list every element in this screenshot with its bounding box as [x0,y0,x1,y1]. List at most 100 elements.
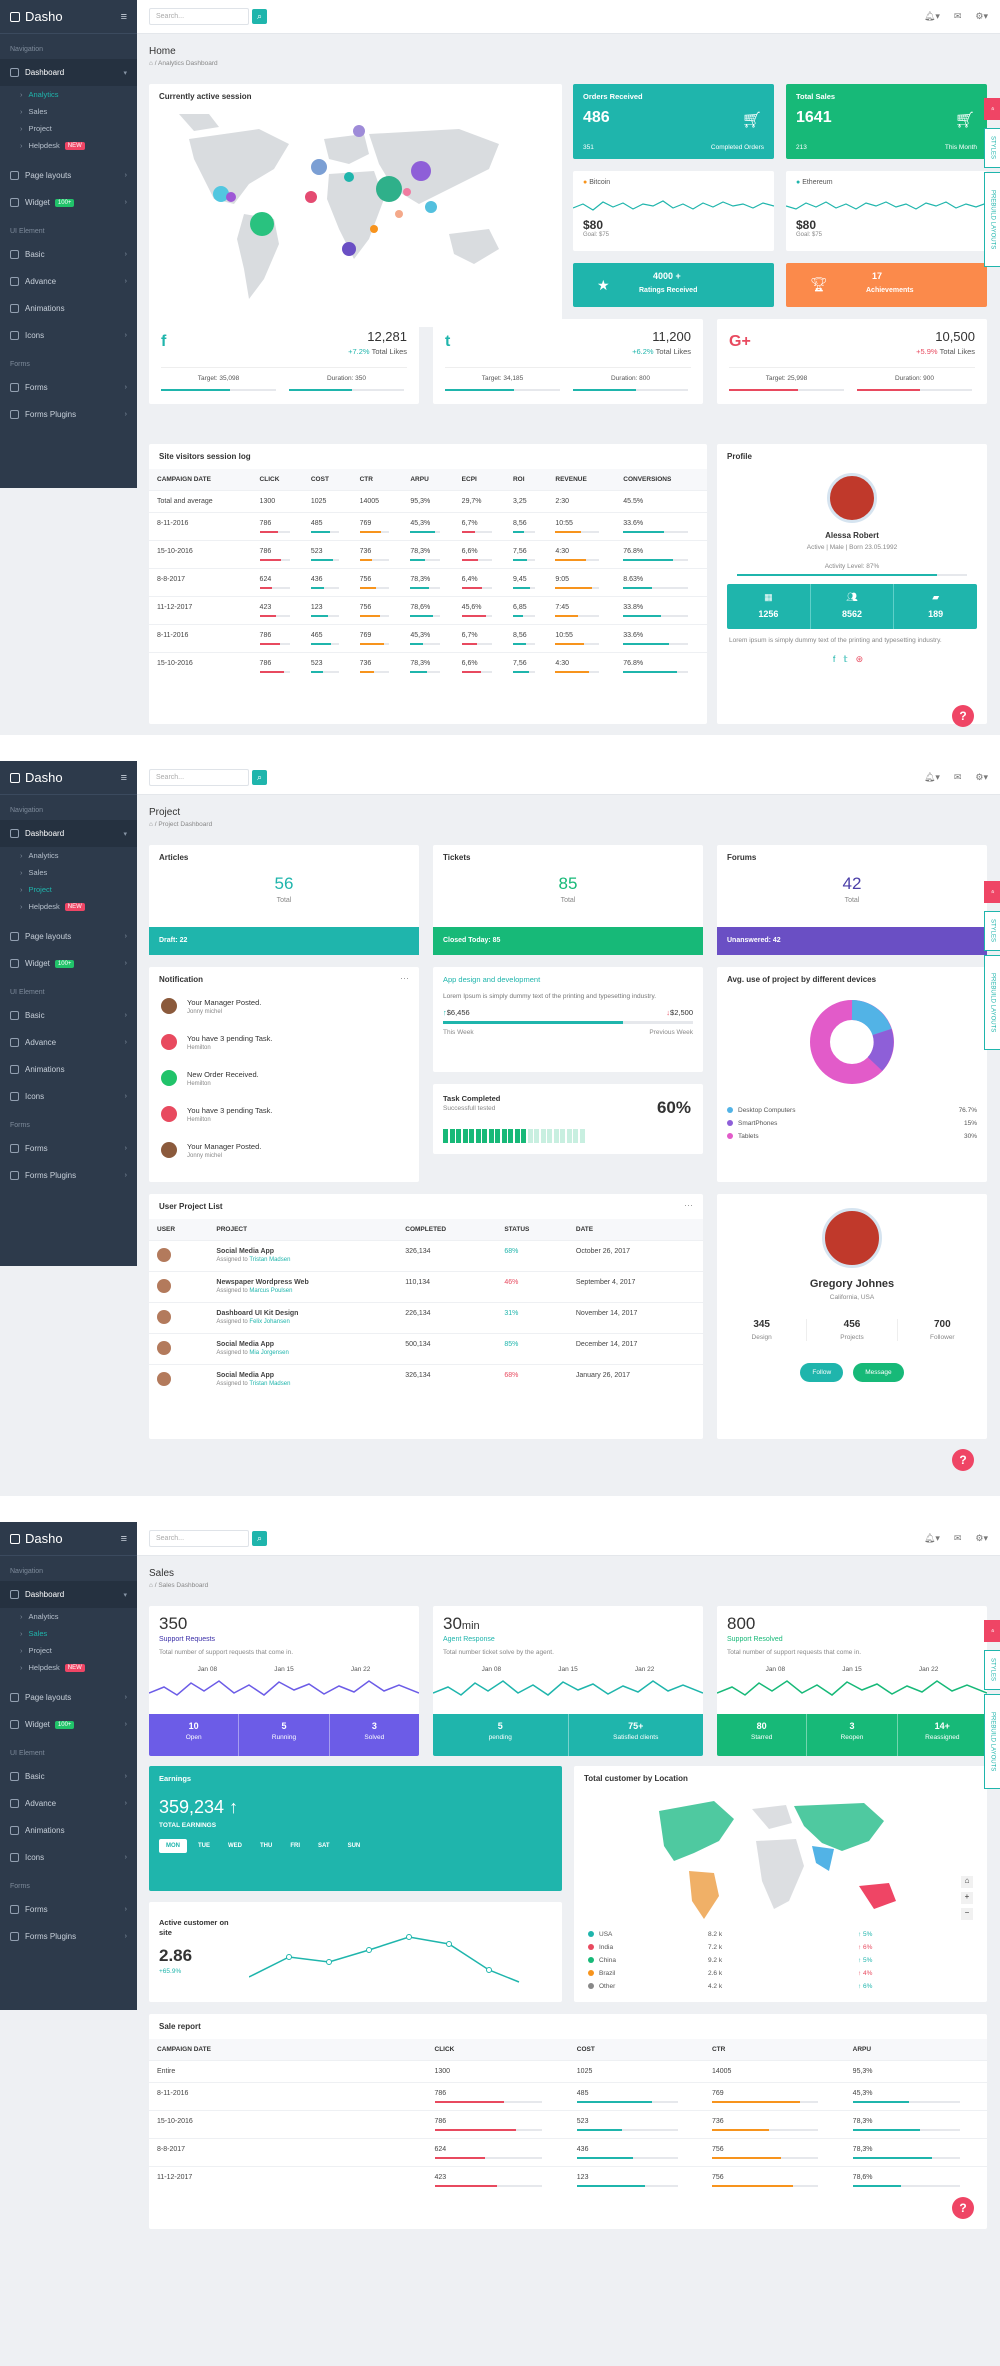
search-input[interactable]: Search... [149,769,249,786]
day-tab[interactable]: SAT [318,1843,330,1849]
collapse-tab[interactable]: « [984,1620,1000,1642]
mail-icon[interactable]: ✉ [953,772,962,782]
mail-icon[interactable]: ✉ [953,11,962,21]
day-tab[interactable]: SUN [347,1843,361,1849]
menu-toggle-icon[interactable]: ≡ [120,1532,127,1545]
sidebar-item-dashboard[interactable]: Dashboard ▾ [0,820,137,847]
table-row[interactable]: 8-8-2017 624 436 756 78,3% [149,2138,987,2167]
sidebar-item-advance[interactable]: Advance › [0,1029,137,1056]
table-row[interactable]: 8-8-2017 624 436 756 78,3% 6,4% 9,45 9:05 8.63% [149,568,707,597]
bell-icon[interactable]: 🔔︎▾ [923,1533,940,1543]
gear-icon[interactable]: ⚙▾ [975,11,988,21]
more-icon[interactable]: ⋯ [400,973,409,983]
search-icon[interactable]: ⌕ [252,770,267,785]
layouts-tab[interactable]: PREBUILD LAYOUTS [984,955,1000,1050]
sidebar-item-forms[interactable]: Forms › [0,1896,137,1923]
sidebar-item-icons[interactable]: Icons › [0,1844,137,1871]
styles-tab[interactable]: STYLES [984,128,1000,168]
bell-icon[interactable]: 🔔︎▾ [923,772,940,782]
app-title[interactable]: App design and development [443,975,541,984]
sidebar-sub-analytics[interactable]: Analytics [0,847,137,864]
day-tab[interactable]: WED [228,1843,242,1849]
sidebar-item-basic[interactable]: Basic › [0,1002,137,1029]
articles-card[interactable]: Articles 56 Total Draft: 22 [149,845,419,955]
follow-button[interactable]: Follow [800,1363,844,1382]
search-input[interactable]: Search... [149,8,249,25]
zoom-in-icon[interactable]: + [961,1892,973,1904]
table-row[interactable]: Newspaper Wordpress Web Assigned to Marcu… [149,1271,703,1303]
table-row[interactable]: 8-11-2016 786 485 769 45,3% [149,2082,987,2111]
table-row[interactable]: 8-11-2016 786 485 769 45,3% 6,7% 8,56 10:55 33.6… [149,512,707,541]
breadcrumb[interactable]: ⌂ / Sales Dashboard [149,1582,209,1589]
table-row[interactable]: Total and average 1300 1025 14005 95,3% 29,7%… [149,490,707,513]
day-tab[interactable]: TUE [198,1843,210,1849]
mail-icon[interactable]: ✉ [953,1533,962,1543]
styles-tab[interactable]: STYLES [984,1650,1000,1690]
breadcrumb[interactable]: ⌂ / Project Dashboard [149,821,213,828]
active-line-chart[interactable] [249,1912,539,1992]
collapse-tab[interactable]: « [984,881,1000,903]
bell-icon[interactable]: 🔔︎▾ [923,11,940,21]
twitter-icon[interactable]: 𝕥 [843,653,856,664]
sidebar-item-forms[interactable]: Forms › [0,1135,137,1162]
table-row[interactable]: Entire 1300 1025 14005 95,3% [149,2060,987,2083]
search-icon[interactable]: ⌕ [252,1531,267,1546]
more-icon[interactable]: ⋯ [684,1200,693,1210]
sidebar-item-animations[interactable]: Animations [0,1817,137,1844]
menu-toggle-icon[interactable]: ≡ [120,771,127,784]
gear-icon[interactable]: ⚙▾ [975,1533,988,1543]
message-button[interactable]: Message [853,1363,904,1382]
sidebar-item-widget[interactable]: Widget 100+ › [0,1711,137,1738]
sidebar-item-forms-plugins[interactable]: Forms Plugins › [0,1923,137,1950]
sidebar-sub-sales[interactable]: Sales [0,864,137,881]
sidebar-item-basic[interactable]: Basic › [0,241,137,268]
tickets-card[interactable]: Tickets 85 Total Closed Today: 85 [433,845,703,955]
breadcrumb[interactable]: ⌂ / Analytics Dashboard [149,60,218,67]
sidebar-sub-analytics[interactable]: Analytics [0,1608,137,1625]
location-map[interactable] [574,1791,987,1926]
menu-toggle-icon[interactable]: ≡ [120,10,127,23]
brand[interactable]: Dasho ≡ [0,0,137,34]
search-input[interactable]: Search... [149,1530,249,1547]
sidebar-item-basic[interactable]: Basic › [0,1763,137,1790]
table-row[interactable]: Social Media App Assigned to Tristan Mads… [149,1240,703,1272]
facebook-icon[interactable]: f [832,653,844,664]
gear-icon[interactable]: ⚙▾ [975,772,988,782]
sidebar-item-advance[interactable]: Advance › [0,1790,137,1817]
layouts-tab[interactable]: PREBUILD LAYOUTS [984,1694,1000,1789]
table-row[interactable]: 8-11-2016 786 465 769 45,3% 6,7% 8,56 10:55 33.6… [149,624,707,653]
table-row[interactable]: Social Media App Assigned to Mia Jorgense… [149,1333,703,1365]
sidebar-item-forms-plugins[interactable]: Forms Plugins › [0,401,137,428]
orders-card[interactable]: Orders Received 486 🛒︎ 351 Completed Ord… [573,84,774,159]
sidebar-item-advance[interactable]: Advance › [0,268,137,295]
zoom-out-icon[interactable]: − [961,1908,973,1920]
sidebar-sub-project[interactable]: Project [0,120,137,137]
sidebar-item-forms[interactable]: Forms › [0,374,137,401]
brand[interactable]: Dasho ≡ [0,1522,137,1556]
achievements-card[interactable]: 🏆︎ 17 Achievements [786,263,987,307]
table-row[interactable]: 15-10-2016 786 523 736 78,3% 6,6% 7,56 4:30 76.8… [149,652,707,680]
dribbble-icon[interactable]: ⊛ [855,653,872,664]
sidebar-item-animations[interactable]: Animations [0,295,137,322]
forums-card[interactable]: Forums 42 Total Unanswered: 42 [717,845,987,955]
ethereum-card[interactable]: ● Ethereum $80 Goal: $75 [785,171,988,251]
table-row[interactable]: 11-12-2017 423 123 756 78,6% [149,2166,987,2194]
ratings-card[interactable]: ★ 4000 + Ratings Received [573,263,774,307]
help-button[interactable]: ? [952,705,974,727]
table-row[interactable]: 11-12-2017 423 123 756 78,6% 45,6% 6,85 7:45 33.… [149,596,707,625]
sidebar-sub-project[interactable]: Project [0,881,137,898]
sidebar-sub-project[interactable]: Project [0,1642,137,1659]
help-button[interactable]: ? [952,2197,974,2219]
bitcoin-card[interactable]: ● Bitcoin $80 Goal: $75 [572,171,775,251]
home-icon[interactable]: ⌂ [961,1876,973,1888]
day-tab[interactable]: FRI [290,1843,301,1849]
sidebar-item-dashboard[interactable]: Dashboard ▾ [0,59,137,86]
brand[interactable]: Dasho ≡ [0,761,137,795]
styles-tab[interactable]: STYLES [984,911,1000,951]
sidebar-item-widget[interactable]: Widget 100+ › [0,950,137,977]
sidebar-sub-analytics[interactable]: Analytics [0,86,137,103]
table-row[interactable]: Dashboard UI Kit Design Assigned to Felix… [149,1302,703,1334]
